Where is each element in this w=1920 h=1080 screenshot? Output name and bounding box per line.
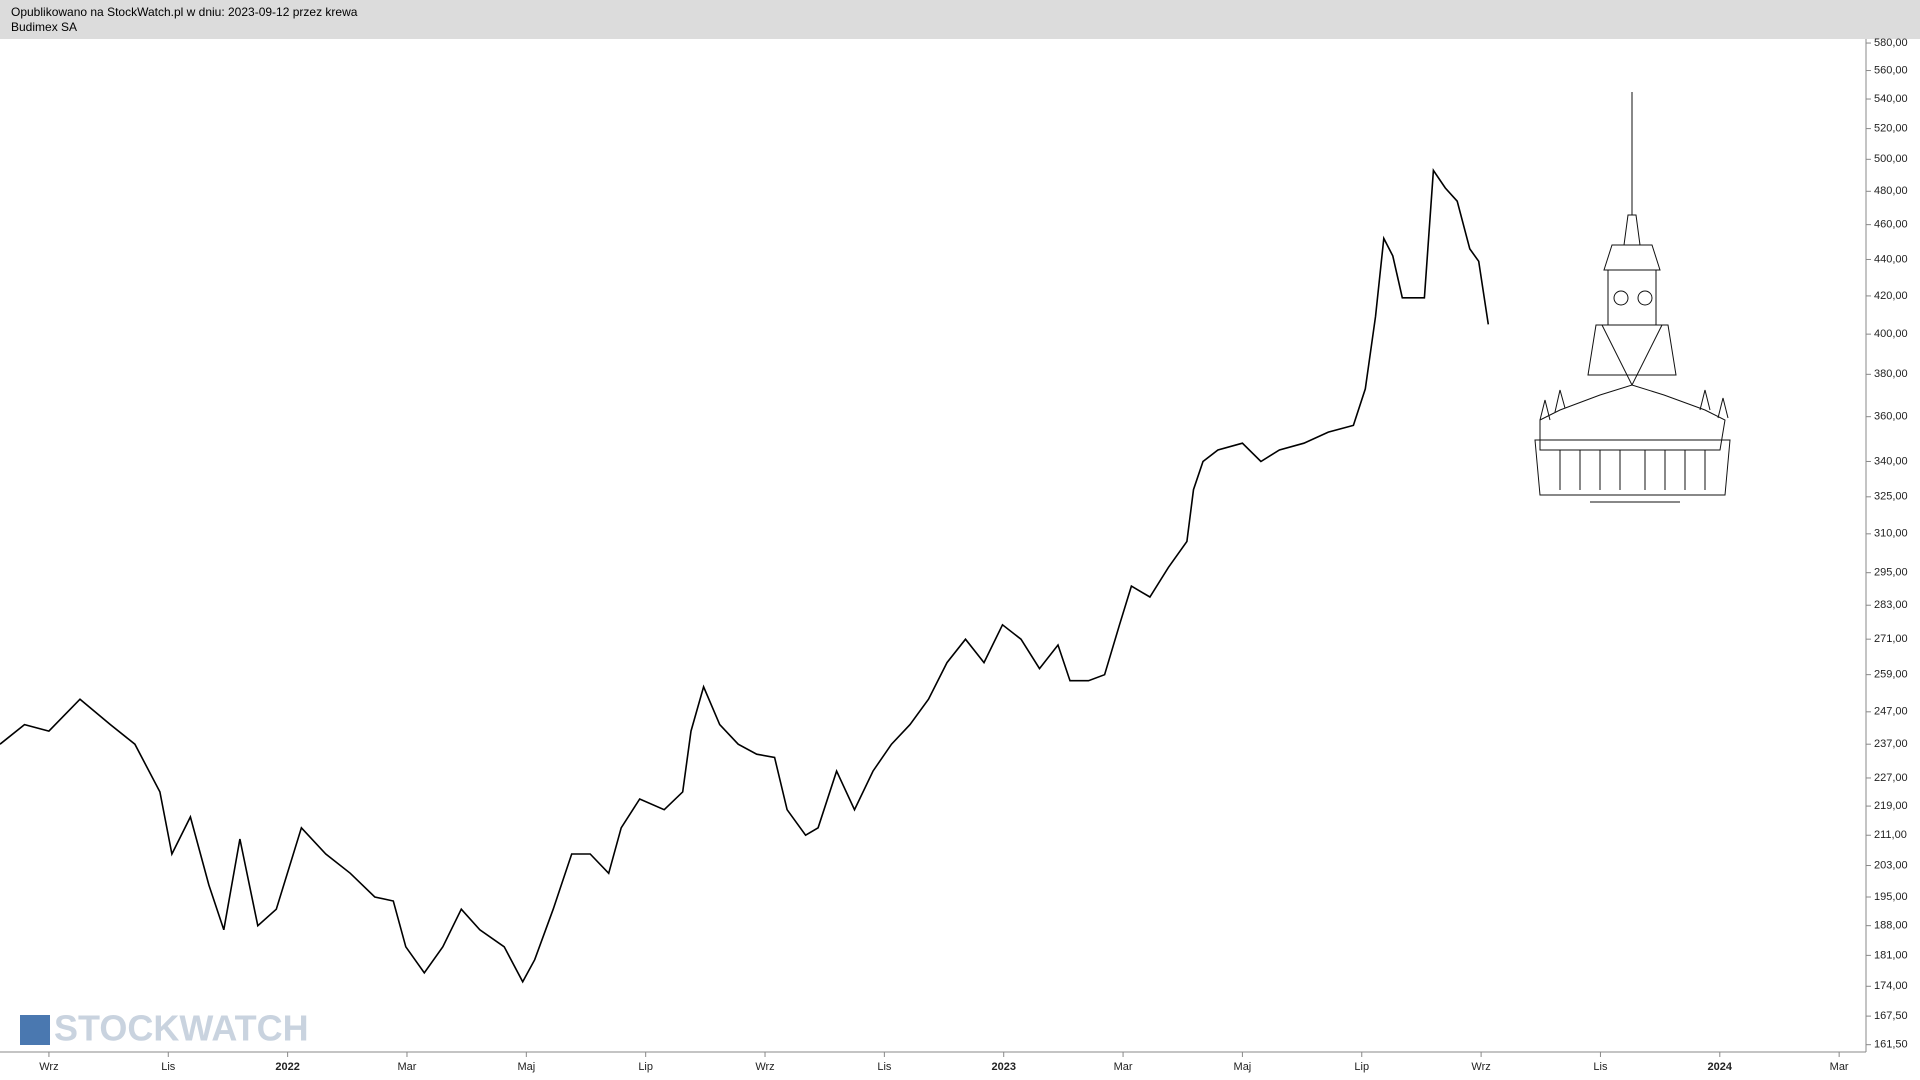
y-tick-label: 211,00 <box>1874 829 1907 841</box>
y-tick-label: 440,00 <box>1874 253 1908 265</box>
y-tick-label: 174,00 <box>1874 980 1908 992</box>
y-tick-label: 520,00 <box>1874 122 1908 134</box>
y-tick-label: 480,00 <box>1874 185 1908 197</box>
y-tick-label: 203,00 <box>1874 859 1908 871</box>
y-tick-label: 237,00 <box>1874 738 1908 750</box>
y-tick-label: 181,00 <box>1874 949 1908 961</box>
watermark: STOCKWATCH <box>20 1008 309 1049</box>
x-tick-label: Lis <box>877 1061 892 1073</box>
y-tick-label: 420,00 <box>1874 290 1908 302</box>
x-tick-label: Lip <box>638 1061 653 1073</box>
x-tick-label: Maj <box>1234 1061 1252 1073</box>
header-bar: Opublikowano na StockWatch.pl w dniu: 20… <box>0 0 1920 39</box>
x-tick-label: Mar <box>1114 1061 1133 1073</box>
y-tick-label: 195,00 <box>1874 891 1908 903</box>
instrument-name: Budimex SA <box>11 20 78 34</box>
y-tick-label: 340,00 <box>1874 455 1908 467</box>
y-tick-label: 580,00 <box>1874 37 1908 49</box>
published-note: Opublikowano na StockWatch.pl w dniu: 20… <box>11 5 358 19</box>
watermark-text: STOCKWATCH <box>54 1008 309 1049</box>
y-tick-label: 360,00 <box>1874 411 1908 423</box>
x-tick-label: Lis <box>1593 1061 1608 1073</box>
plot-area <box>0 39 1866 1052</box>
x-tick-label: Mar <box>1830 1061 1849 1073</box>
x-tick-label: Mar <box>397 1061 416 1073</box>
y-tick-label: 167,50 <box>1874 1010 1908 1022</box>
y-tick-label: 400,00 <box>1874 328 1908 340</box>
y-tick-label: 325,00 <box>1874 491 1908 503</box>
y-tick-label: 295,00 <box>1874 567 1908 579</box>
y-tick-label: 271,00 <box>1874 633 1908 645</box>
x-tick-label: Wrz <box>755 1061 774 1073</box>
y-tick-label: 380,00 <box>1874 368 1908 380</box>
y-tick-label: 247,00 <box>1874 706 1908 718</box>
y-tick-label: 283,00 <box>1874 599 1908 611</box>
y-tick-label: 161,50 <box>1874 1039 1908 1051</box>
y-tick-label: 560,00 <box>1874 64 1908 76</box>
y-tick-label: 460,00 <box>1874 219 1908 231</box>
watermark-icon <box>20 1015 50 1045</box>
x-tick-label: 2023 <box>991 1061 1015 1073</box>
y-tick-label: 188,00 <box>1874 920 1908 932</box>
y-tick-label: 227,00 <box>1874 772 1908 784</box>
x-tick-label: 2022 <box>275 1061 299 1073</box>
y-tick-label: 219,00 <box>1874 800 1908 812</box>
x-tick-label: Wrz <box>1471 1061 1490 1073</box>
x-tick-label: Maj <box>517 1061 535 1073</box>
x-tick-label: 2024 <box>1708 1061 1733 1073</box>
palace-illustration <box>1534 92 1731 503</box>
x-tick-label: Lis <box>161 1061 176 1073</box>
y-tick-label: 540,00 <box>1874 93 1908 105</box>
y-tick-label: 500,00 <box>1874 153 1908 165</box>
y-tick-label: 310,00 <box>1874 528 1908 540</box>
x-tick-label: Wrz <box>39 1061 58 1073</box>
price-line <box>0 168 1490 984</box>
x-tick-label: Lip <box>1354 1061 1369 1073</box>
y-tick-label: 259,00 <box>1874 669 1908 681</box>
